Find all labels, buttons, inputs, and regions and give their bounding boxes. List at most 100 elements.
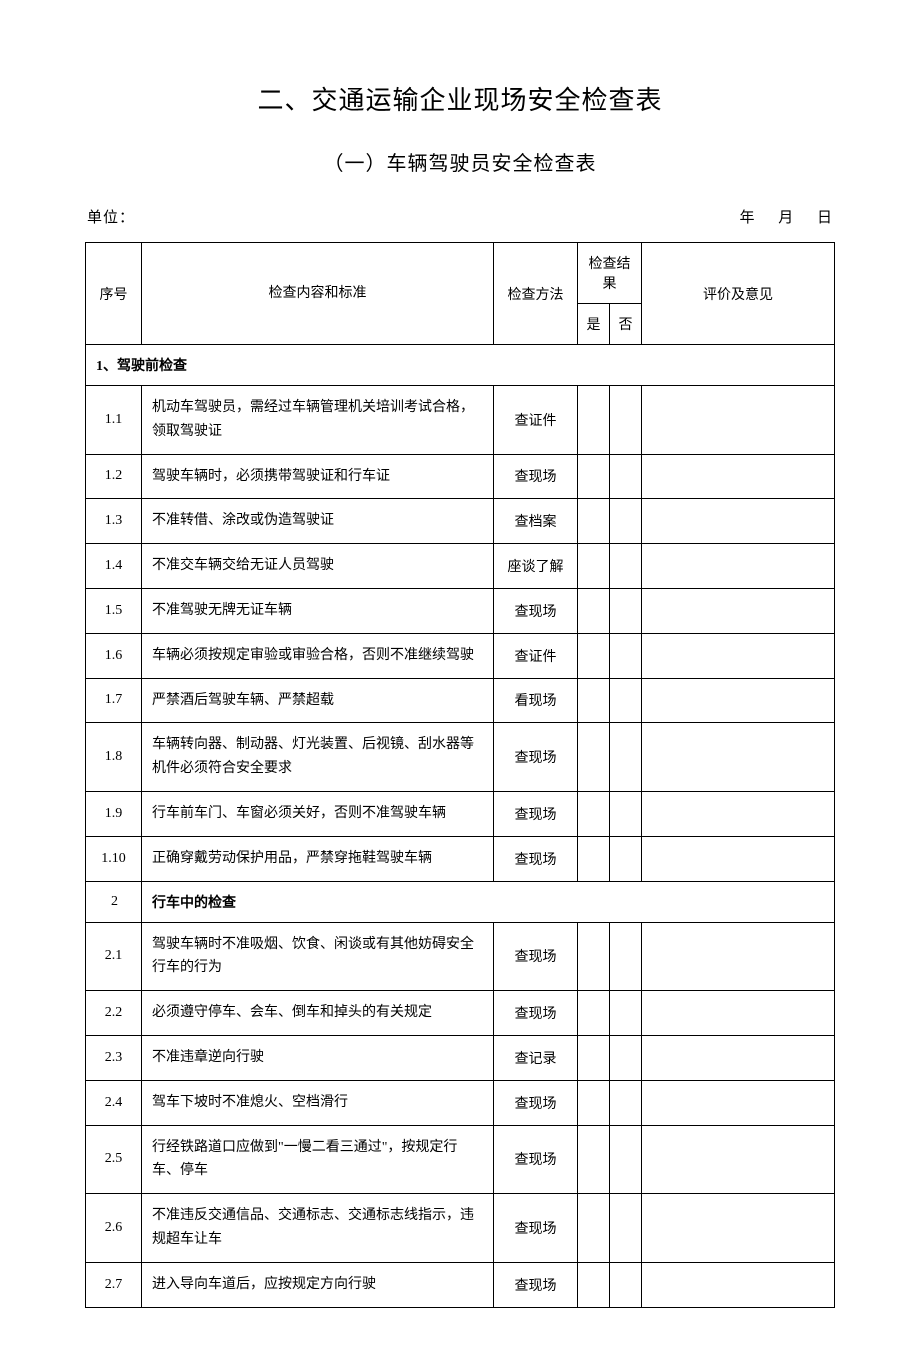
row-comment[interactable] (642, 922, 835, 991)
table-row: 1.5 不准驾驶无牌无证车辆 查现场 (86, 588, 835, 633)
table-row: 2.2 必须遵守停车、会车、倒车和掉头的有关规定 查现场 (86, 991, 835, 1036)
row-content: 不准违反交通信品、交通标志、交通标志线指示，违规超车让车 (142, 1194, 494, 1263)
row-comment[interactable] (642, 1080, 835, 1125)
row-comment[interactable] (642, 791, 835, 836)
row-method: 查现场 (494, 723, 578, 792)
row-result-yes[interactable] (578, 991, 610, 1036)
meta-row: 单位： 年 月 日 (85, 206, 835, 227)
row-result-no[interactable] (610, 991, 642, 1036)
row-comment[interactable] (642, 454, 835, 499)
header-content: 检查内容和标准 (142, 243, 494, 345)
row-content: 车辆转向器、制动器、灯光装置、后视镜、刮水器等机件必须符合安全要求 (142, 723, 494, 792)
row-result-no[interactable] (610, 544, 642, 589)
section-2-header-row: 2 行车中的检查 (86, 881, 835, 922)
row-content: 行车前车门、车窗必须关好，否则不准驾驶车辆 (142, 791, 494, 836)
row-result-yes[interactable] (578, 678, 610, 723)
table-row: 1.8 车辆转向器、制动器、灯光装置、后视镜、刮水器等机件必须符合安全要求 查现… (86, 723, 835, 792)
row-result-yes[interactable] (578, 1125, 610, 1194)
date-labels: 年 月 日 (721, 206, 833, 227)
row-result-no[interactable] (610, 1035, 642, 1080)
header-result-group: 检查结果 (578, 243, 642, 304)
table-row: 1.6 车辆必须按规定审验或审验合格，否则不准继续驾驶 查证件 (86, 633, 835, 678)
row-comment[interactable] (642, 544, 835, 589)
row-result-no[interactable] (610, 678, 642, 723)
row-result-yes[interactable] (578, 544, 610, 589)
row-comment[interactable] (642, 1262, 835, 1307)
row-content: 不准违章逆向行驶 (142, 1035, 494, 1080)
main-title: 二、交通运输企业现场安全检查表 (85, 80, 835, 117)
row-result-yes[interactable] (578, 499, 610, 544)
table-row: 2.1 驾驶车辆时不准吸烟、饮食、闲谈或有其他妨碍安全行车的行为 查现场 (86, 922, 835, 991)
row-method: 查现场 (494, 922, 578, 991)
row-comment[interactable] (642, 836, 835, 881)
row-comment[interactable] (642, 588, 835, 633)
row-result-yes[interactable] (578, 836, 610, 881)
row-comment[interactable] (642, 386, 835, 455)
row-content: 进入导向车道后，应按规定方向行驶 (142, 1262, 494, 1307)
row-result-yes[interactable] (578, 1194, 610, 1263)
row-content: 驾驶车辆时不准吸烟、饮食、闲谈或有其他妨碍安全行车的行为 (142, 922, 494, 991)
row-result-no[interactable] (610, 588, 642, 633)
row-result-no[interactable] (610, 922, 642, 991)
row-comment[interactable] (642, 991, 835, 1036)
row-seq: 2.5 (86, 1125, 142, 1194)
row-result-yes[interactable] (578, 922, 610, 991)
row-result-no[interactable] (610, 791, 642, 836)
row-result-yes[interactable] (578, 588, 610, 633)
row-method: 查档案 (494, 499, 578, 544)
row-result-yes[interactable] (578, 723, 610, 792)
row-content: 机动车驾驶员，需经过车辆管理机关培训考试合格，领取驾驶证 (142, 386, 494, 455)
header-result-no: 否 (610, 304, 642, 345)
row-comment[interactable] (642, 723, 835, 792)
row-method: 查现场 (494, 991, 578, 1036)
row-comment[interactable] (642, 633, 835, 678)
row-seq: 1.1 (86, 386, 142, 455)
row-method: 查现场 (494, 1080, 578, 1125)
row-result-no[interactable] (610, 454, 642, 499)
row-seq: 1.6 (86, 633, 142, 678)
row-method: 查现场 (494, 836, 578, 881)
row-content: 不准转借、涂改或伪造驾驶证 (142, 499, 494, 544)
row-result-no[interactable] (610, 499, 642, 544)
row-result-no[interactable] (610, 723, 642, 792)
table-row: 2.3 不准违章逆向行驶 查记录 (86, 1035, 835, 1080)
row-content: 必须遵守停车、会车、倒车和掉头的有关规定 (142, 991, 494, 1036)
table-row: 1.7 严禁酒后驾驶车辆、严禁超载 看现场 (86, 678, 835, 723)
section-1-header: 1、驾驶前检查 (86, 345, 835, 386)
row-result-no[interactable] (610, 1262, 642, 1307)
row-method: 查证件 (494, 386, 578, 455)
section-2-header: 行车中的检查 (142, 881, 835, 922)
row-result-yes[interactable] (578, 1262, 610, 1307)
row-comment[interactable] (642, 1194, 835, 1263)
header-row-1: 序号 检查内容和标准 检查方法 检查结果 评价及意见 (86, 243, 835, 304)
row-method: 查证件 (494, 633, 578, 678)
row-seq: 2.6 (86, 1194, 142, 1263)
row-content: 不准交车辆交给无证人员驾驶 (142, 544, 494, 589)
row-content: 驾车下坡时不准熄火、空档滑行 (142, 1080, 494, 1125)
row-seq: 2.2 (86, 991, 142, 1036)
row-result-yes[interactable] (578, 1080, 610, 1125)
row-result-no[interactable] (610, 386, 642, 455)
day-label: 日 (817, 210, 833, 226)
row-seq: 2.3 (86, 1035, 142, 1080)
row-result-no[interactable] (610, 836, 642, 881)
row-result-yes[interactable] (578, 1035, 610, 1080)
row-result-no[interactable] (610, 633, 642, 678)
row-result-no[interactable] (610, 1080, 642, 1125)
row-comment[interactable] (642, 1035, 835, 1080)
header-seq: 序号 (86, 243, 142, 345)
row-content: 驾驶车辆时，必须携带驾驶证和行车证 (142, 454, 494, 499)
row-seq: 2.7 (86, 1262, 142, 1307)
row-comment[interactable] (642, 678, 835, 723)
checklist-table: 序号 检查内容和标准 检查方法 检查结果 评价及意见 是 否 1、驾驶前检查 1… (85, 242, 835, 1308)
row-result-yes[interactable] (578, 791, 610, 836)
row-result-yes[interactable] (578, 633, 610, 678)
row-result-no[interactable] (610, 1194, 642, 1263)
row-method: 查现场 (494, 588, 578, 633)
row-result-yes[interactable] (578, 386, 610, 455)
row-comment[interactable] (642, 1125, 835, 1194)
row-comment[interactable] (642, 499, 835, 544)
row-result-no[interactable] (610, 1125, 642, 1194)
row-result-yes[interactable] (578, 454, 610, 499)
row-seq: 1.7 (86, 678, 142, 723)
